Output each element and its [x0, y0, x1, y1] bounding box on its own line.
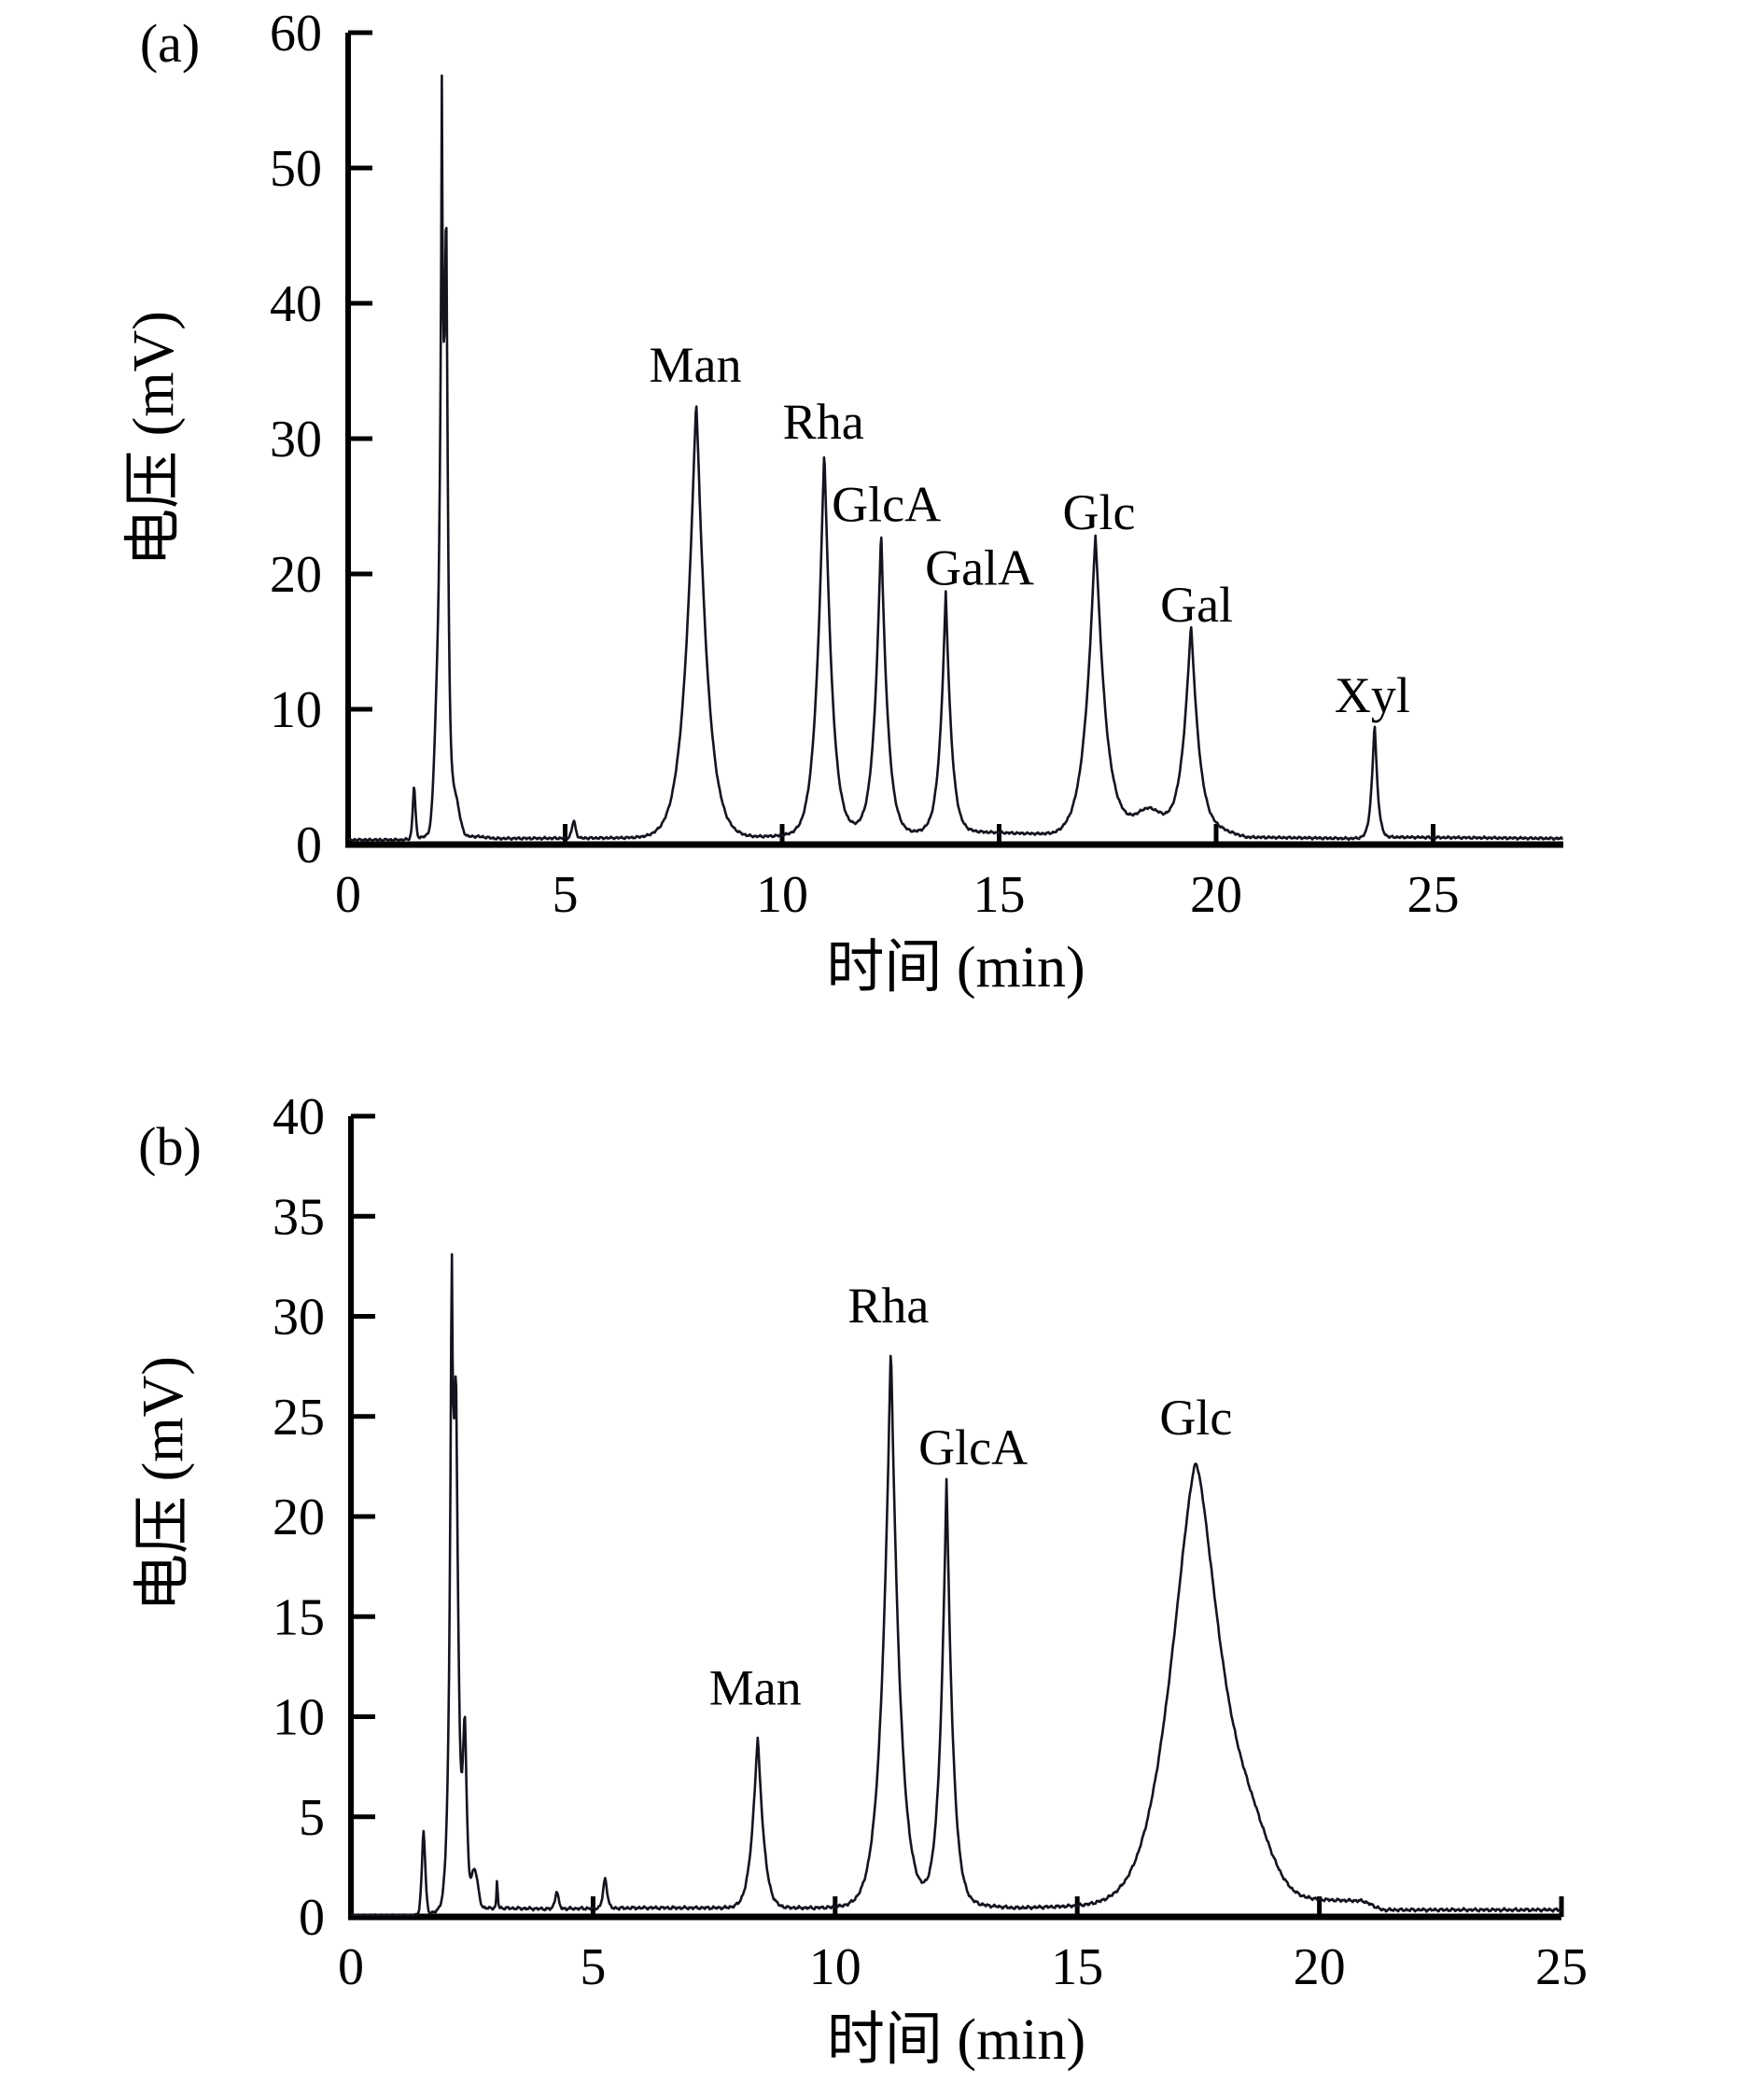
x-tick-label: 10	[809, 1938, 861, 1996]
peak-label-glca: GlcA	[918, 1419, 1028, 1475]
y-tick-label: 40	[270, 275, 322, 333]
peak-label-gal: Gal	[1160, 577, 1233, 633]
x-axis-title: 时间 (min)	[827, 2008, 1085, 2072]
y-tick-label: 40	[273, 1088, 325, 1146]
peak-label-gala: GalA	[925, 540, 1034, 596]
y-tick-label: 5	[299, 1789, 325, 1847]
peak-label-glca: GlcA	[832, 476, 941, 532]
y-tick-label: 50	[270, 140, 322, 198]
y-tick-label: 35	[273, 1188, 325, 1246]
x-tick-label: 5	[553, 866, 579, 924]
y-tick-label: 0	[296, 817, 322, 874]
y-tick-label: 10	[273, 1689, 325, 1747]
x-tick-label: 10	[756, 866, 808, 924]
y-tick-label: 30	[270, 411, 322, 468]
peak-label-glc: Glc	[1062, 484, 1135, 540]
peak-label-rha: Rha	[847, 1278, 929, 1334]
y-axis-title: 电压 (mV)	[122, 311, 186, 566]
x-tick-label: 25	[1407, 866, 1460, 924]
y-tick-label: 10	[270, 681, 322, 739]
y-tick-label: 20	[273, 1489, 325, 1546]
peak-label-xyl: Xyl	[1335, 667, 1410, 723]
peak-label-man: Man	[709, 1660, 802, 1716]
x-tick-label: 0	[338, 1938, 364, 1996]
x-axis-title: 时间 (min)	[826, 936, 1085, 1000]
peak-label-rha: Rha	[783, 394, 864, 450]
panel-tag: (b)	[138, 1116, 202, 1177]
x-tick-label: 25	[1535, 1938, 1588, 1996]
y-tick-label: 20	[270, 546, 322, 604]
y-tick-label: 60	[270, 5, 322, 63]
chromatogram-trace	[350, 1252, 1562, 1917]
y-tick-label: 0	[299, 1889, 325, 1947]
x-tick-label: 5	[580, 1938, 606, 1996]
y-tick-label: 15	[273, 1588, 325, 1646]
y-tick-label: 25	[273, 1389, 325, 1447]
x-tick-label: 15	[1051, 1938, 1103, 1996]
panel-b: 0 5 10 15 20 25 30 35 40 0 5 10 15 20 25 时间 (min) 电压 (mV…	[132, 1088, 1588, 2072]
x-tick-label: 20	[1190, 866, 1242, 924]
x-tick-label: 0	[335, 866, 361, 924]
x-tick-label: 20	[1294, 1938, 1346, 1996]
chromatogram-trace	[347, 74, 1564, 843]
y-axis-title: 电压 (mV)	[132, 1356, 195, 1612]
y-tick-label: 30	[273, 1289, 325, 1347]
panel-a: 0 10 20 30 40 50 60 0 5 10 15 20 25 时间 (min) 电压 (mV) (a…	[122, 5, 1564, 1000]
x-tick-label: 15	[973, 866, 1026, 924]
peak-label-glc: Glc	[1159, 1390, 1232, 1446]
peak-label-man: Man	[650, 337, 742, 393]
panel-tag: (a)	[140, 13, 200, 74]
